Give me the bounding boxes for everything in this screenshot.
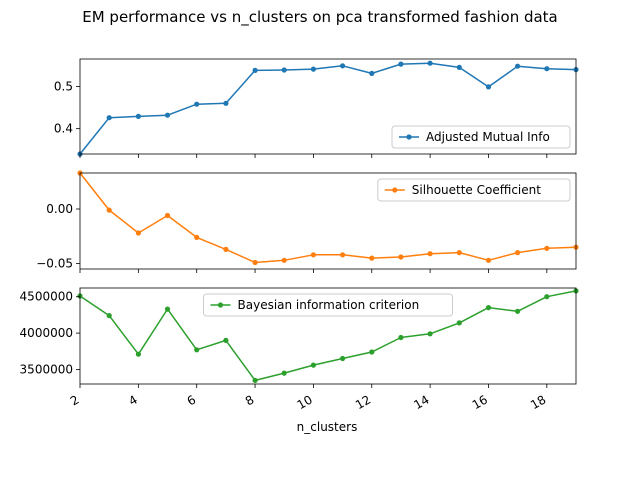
data-point (340, 355, 346, 362)
data-point (164, 212, 171, 219)
data-point (340, 252, 346, 258)
legend-box (377, 178, 571, 202)
data-point (456, 64, 462, 70)
legend-box (391, 125, 571, 149)
y-tick-label: 4500000 (20, 290, 73, 304)
plot-frame (79, 58, 577, 155)
data-point (281, 67, 287, 73)
series-line (79, 172, 577, 264)
x-tick-label: 10 (295, 392, 315, 412)
x-tick-label: 14 (411, 392, 431, 412)
data-point (106, 313, 112, 319)
data-point (398, 61, 404, 67)
data-point (164, 306, 171, 312)
data-point (252, 259, 258, 266)
y-tick-label: 4000000 (20, 326, 73, 340)
y-tick-label: 0.4 (54, 122, 73, 136)
plot-frame (79, 287, 577, 385)
data-point (544, 245, 550, 251)
plot-frame (79, 172, 577, 270)
data-point (369, 349, 375, 355)
data-point (544, 66, 550, 72)
data-point (515, 308, 521, 314)
x-tick-label: 18 (528, 392, 548, 412)
x-axis-label: n_clusters (297, 420, 358, 434)
data-point (223, 246, 229, 252)
legend-label: Bayesian information criterion (238, 298, 420, 312)
chart-title: EM performance vs n_clusters on pca tran… (82, 8, 558, 27)
data-point (252, 67, 258, 73)
data-point (456, 250, 462, 256)
data-point (310, 66, 316, 72)
x-tick-label: 12 (353, 392, 373, 412)
legend-label: Silhouette Coefficient (412, 183, 541, 197)
data-point (164, 112, 171, 118)
data-point (456, 320, 462, 326)
subplot-1: 0.4 0.5 Adjusted Mutual Info (54, 58, 579, 158)
series-line (79, 290, 577, 382)
data-point (485, 84, 492, 90)
legend-swatch-marker (392, 187, 398, 193)
legend: Bayesian information criterion (203, 293, 453, 317)
data-point (485, 305, 492, 311)
data-point (398, 254, 404, 260)
data-point (194, 347, 200, 353)
data-point (135, 351, 141, 357)
data-point (427, 251, 433, 257)
data-point (281, 370, 287, 376)
data-point (398, 334, 404, 341)
data-point (544, 294, 550, 300)
y-tick-label: 0.5 (54, 79, 73, 93)
subplots: 0.4 0.5 Adjusted Mutual Info 0.00 −0.05 Silho… (20, 58, 579, 412)
data-point (427, 331, 433, 337)
data-point (194, 101, 200, 107)
legend-label: Adjusted Mutual Info (426, 130, 550, 144)
data-point (515, 63, 521, 69)
legend-swatch-marker (217, 302, 224, 308)
legend-box (203, 293, 453, 317)
data-point (252, 377, 258, 383)
legend: Adjusted Mutual Info (391, 125, 571, 149)
data-point (310, 252, 316, 258)
data-point (369, 70, 375, 76)
data-point (135, 113, 141, 119)
data-point (340, 63, 346, 69)
data-point (106, 207, 112, 213)
data-point (194, 234, 200, 240)
data-point (369, 255, 375, 261)
data-point (485, 257, 492, 263)
legend-swatch-marker (406, 134, 412, 140)
data-point (223, 337, 229, 343)
data-point (106, 115, 112, 121)
data-point (223, 100, 229, 106)
subplot-2: 0.00 −0.05 Silhouette Coefficient (36, 170, 579, 273)
x-tick-label: 16 (470, 392, 490, 412)
data-point (281, 257, 287, 263)
data-point (427, 60, 433, 66)
data-point (135, 230, 141, 236)
y-tick-label: 0.00 (46, 202, 73, 216)
y-tick-label: 3500000 (20, 362, 73, 376)
legend: Silhouette Coefficient (377, 178, 571, 202)
y-tick-label: −0.05 (36, 257, 73, 271)
data-point (515, 250, 521, 256)
data-point (310, 362, 316, 368)
series-line (79, 62, 577, 155)
